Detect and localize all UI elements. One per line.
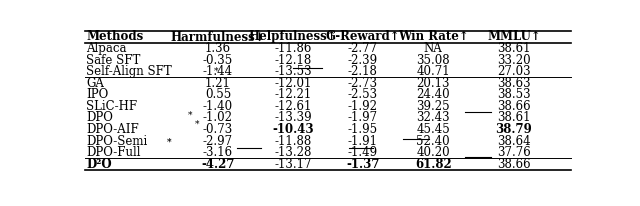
- Text: 32.43: 32.43: [417, 111, 450, 124]
- Text: -1.92: -1.92: [348, 100, 378, 113]
- Text: 38.61: 38.61: [497, 42, 531, 55]
- Text: DPO: DPO: [86, 111, 113, 124]
- Text: 38.61: 38.61: [497, 111, 531, 124]
- Text: -11.86: -11.86: [275, 42, 312, 55]
- Text: -1.91: -1.91: [348, 135, 378, 147]
- Text: 24.40: 24.40: [417, 88, 450, 101]
- Text: Methods: Methods: [86, 30, 144, 43]
- Text: -2.53: -2.53: [348, 88, 378, 101]
- Text: 38.66: 38.66: [497, 158, 531, 171]
- Text: -2.73: -2.73: [348, 77, 378, 90]
- Text: 45.45: 45.45: [416, 123, 450, 136]
- Text: -1.40: -1.40: [203, 100, 233, 113]
- Text: -13.17: -13.17: [275, 158, 312, 171]
- Text: Helpfulness↑: Helpfulness↑: [249, 30, 337, 43]
- Text: Win Rate↑: Win Rate↑: [398, 30, 468, 43]
- Text: -1.49: -1.49: [348, 146, 378, 159]
- Text: -0.35: -0.35: [203, 54, 233, 67]
- Text: -13.28: -13.28: [275, 146, 312, 159]
- Text: -12.21: -12.21: [275, 88, 312, 101]
- Text: 20.13: 20.13: [417, 77, 450, 90]
- Text: -2.97: -2.97: [203, 135, 233, 147]
- Text: 39.25: 39.25: [417, 100, 450, 113]
- Text: 40.71: 40.71: [417, 65, 450, 78]
- Text: DPO-Semi: DPO-Semi: [86, 135, 148, 147]
- Text: 37.76: 37.76: [497, 146, 531, 159]
- Text: -13.53: -13.53: [275, 65, 312, 78]
- Text: Alpaca: Alpaca: [86, 42, 127, 55]
- Text: Harmfulness↓: Harmfulness↓: [171, 30, 265, 43]
- Text: 38.79: 38.79: [495, 123, 532, 136]
- Text: 38.64: 38.64: [497, 135, 531, 147]
- Text: -12.61: -12.61: [275, 100, 312, 113]
- Text: DPO-AIF: DPO-AIF: [86, 123, 139, 136]
- Text: -1.95: -1.95: [348, 123, 378, 136]
- Text: SLiC-HF: SLiC-HF: [86, 100, 138, 113]
- Text: -1.37: -1.37: [346, 158, 380, 171]
- Text: -11.88: -11.88: [275, 135, 312, 147]
- Text: -1.44: -1.44: [203, 65, 233, 78]
- Text: G-Reward↑: G-Reward↑: [325, 30, 400, 43]
- Text: -3.16: -3.16: [203, 146, 233, 159]
- Text: 52.40: 52.40: [417, 135, 450, 147]
- Text: DPO-Full: DPO-Full: [86, 146, 141, 159]
- Text: -2.77: -2.77: [348, 42, 378, 55]
- Text: -4.27: -4.27: [201, 158, 235, 171]
- Text: *: *: [195, 120, 199, 129]
- Text: -0.73: -0.73: [203, 123, 233, 136]
- Text: *: *: [167, 138, 172, 147]
- Text: 27.03: 27.03: [497, 65, 531, 78]
- Text: *: *: [188, 111, 193, 120]
- Text: D²O: D²O: [86, 158, 112, 171]
- Text: 38.66: 38.66: [497, 100, 531, 113]
- Text: 1.36: 1.36: [205, 42, 231, 55]
- Text: Safe SFT: Safe SFT: [86, 54, 141, 67]
- Text: 38.53: 38.53: [497, 88, 531, 101]
- Text: *: *: [214, 67, 218, 76]
- Text: IPO: IPO: [86, 88, 109, 101]
- Text: -12.01: -12.01: [275, 77, 312, 90]
- Text: GA: GA: [86, 77, 104, 90]
- Text: 61.82: 61.82: [415, 158, 452, 171]
- Text: 38.63: 38.63: [497, 77, 531, 90]
- Text: NA: NA: [424, 42, 442, 55]
- Text: 0.55: 0.55: [205, 88, 231, 101]
- Text: 40.20: 40.20: [417, 146, 450, 159]
- Text: -10.43: -10.43: [273, 123, 314, 136]
- Text: -2.18: -2.18: [348, 65, 378, 78]
- Text: 33.20: 33.20: [497, 54, 531, 67]
- Text: Self-Align SFT: Self-Align SFT: [86, 65, 172, 78]
- Text: -1.02: -1.02: [203, 111, 233, 124]
- Text: -13.39: -13.39: [275, 111, 312, 124]
- Text: -1.97: -1.97: [348, 111, 378, 124]
- Text: -12.18: -12.18: [275, 54, 312, 67]
- Text: -2.39: -2.39: [348, 54, 378, 67]
- Text: 1.21: 1.21: [205, 77, 231, 90]
- Text: 35.08: 35.08: [417, 54, 450, 67]
- Text: MMLU↑: MMLU↑: [487, 30, 541, 43]
